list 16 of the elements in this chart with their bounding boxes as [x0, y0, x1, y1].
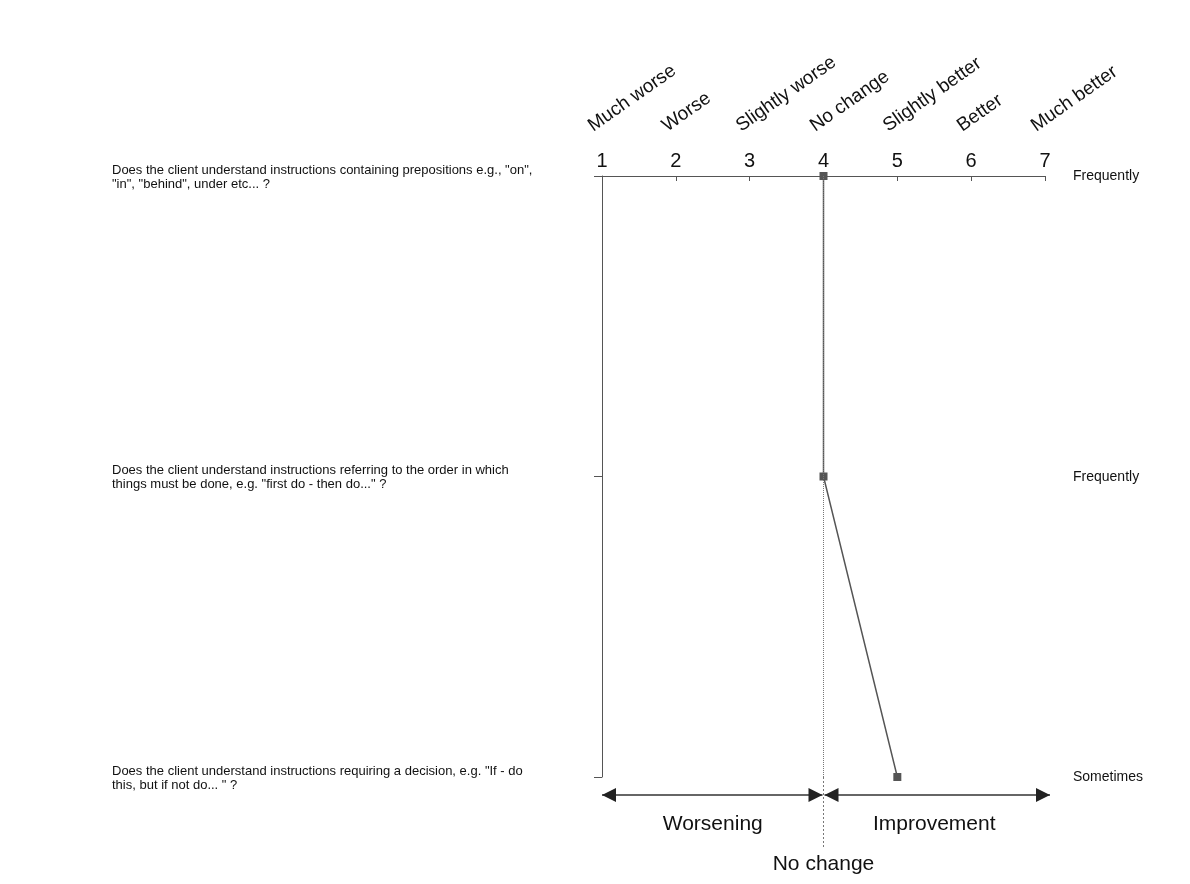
- x-tick-label: 6: [965, 149, 977, 171]
- text: Worsening: [661, 811, 764, 835]
- x-tick-label: 7: [1039, 149, 1051, 171]
- y-tick-label: Does the client understand instructions containing prepositions e.g., "on", "in", "behind", under etc... ?: [112, 161, 537, 191]
- x-tick-label: 5: [891, 149, 903, 171]
- x-tick-label: 2: [670, 149, 682, 171]
- x-tick-label: 4: [817, 149, 830, 171]
- text: Sometimes: [1073, 768, 1144, 784]
- ref-line-label: No change: [771, 851, 876, 875]
- y-tick-label: Does the client understand instructions referring to the order in which things must be done, e.g. "first do - then do..." ?: [112, 462, 513, 491]
- text: Frequently: [1073, 167, 1140, 183]
- text: Improvement: [871, 811, 997, 835]
- x-tick-label: 1: [596, 149, 608, 171]
- text: Frequently: [1073, 467, 1140, 484]
- y-tick-label: Does the client understand instructions requiring a decision, e.g. "If - do this, but if not do... " ?: [112, 762, 527, 792]
- x-tick-label: 3: [744, 149, 756, 171]
